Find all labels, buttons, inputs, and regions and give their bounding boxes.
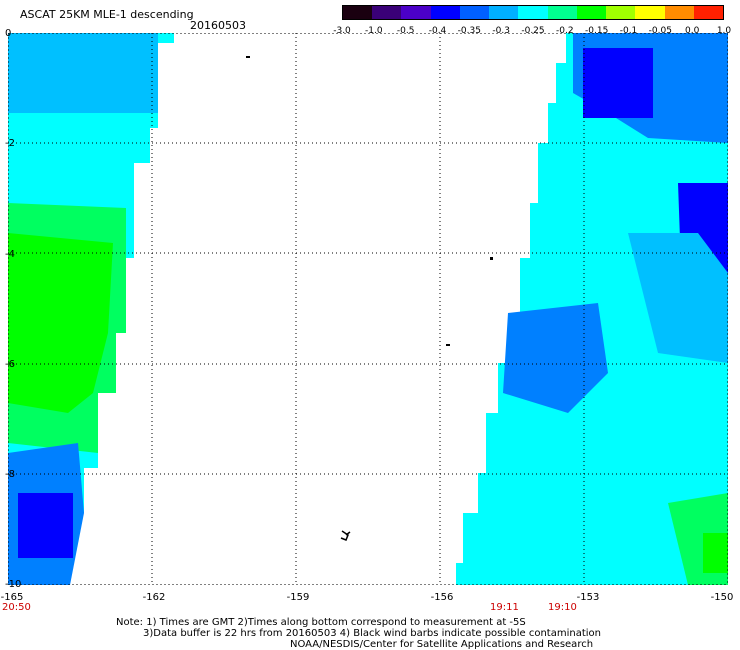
color-scale-segment xyxy=(693,6,724,19)
swath-map xyxy=(8,33,728,585)
lat-tick-2: -4 xyxy=(5,249,15,260)
note-line-2: 3)Data buffer is 22 hrs from 20160503 4)… xyxy=(143,628,601,639)
right-swath-se-core xyxy=(703,533,728,573)
wind-barb-mark xyxy=(490,257,493,260)
color-scale-label: -0.1 xyxy=(619,26,638,36)
color-scale-label: -0.15 xyxy=(585,26,609,36)
lon-tick-0: -165 xyxy=(0,592,24,603)
color-scale-segment xyxy=(343,6,373,19)
color-scale-segment xyxy=(372,6,402,19)
color-scale-label: -0.2 xyxy=(556,26,574,36)
color-scale-label: -0.4 xyxy=(428,26,447,36)
color-scale-label: -0.05 xyxy=(648,26,672,36)
color-scale-segment xyxy=(606,6,636,19)
right-swath-east-patch xyxy=(628,233,728,363)
pass-time-left: 20:50 xyxy=(2,602,31,613)
color-scale-label: -0.3 xyxy=(492,26,510,36)
lat-tick-3: -6 xyxy=(5,359,15,370)
color-scale-segment xyxy=(576,6,607,19)
note-line-1: Note: 1) Times are GMT 2)Times along bot… xyxy=(116,617,526,628)
color-scale-segment xyxy=(635,6,665,19)
lat-tick-4: -8 xyxy=(5,469,15,480)
note-line-3: NOAA/NESDIS/Center for Satellite Applica… xyxy=(290,639,594,650)
color-scale-segment xyxy=(430,6,460,19)
left-swath-top-patch xyxy=(8,33,158,113)
lon-tick-2: -159 xyxy=(286,592,310,603)
color-scale-label: -1.0 xyxy=(365,26,383,36)
color-scale-label: -0.25 xyxy=(521,26,545,36)
color-scale-label: -3.0 xyxy=(333,26,351,36)
wind-barb-icon xyxy=(340,530,351,541)
lon-tick-3: -156 xyxy=(430,592,454,603)
color-scale-labels: -3.0 -1.0 -0.5 -0.4 -0.35 -0.3 -0.25 -0.2 -0.15-… xyxy=(333,26,731,38)
color-scale-segment xyxy=(547,6,577,19)
map-title: ASCAT 25KM MLE-1 descending xyxy=(20,8,194,21)
lon-tick-1: -162 xyxy=(142,592,166,603)
color-scale-label: -0.35 xyxy=(457,26,481,36)
left-swath-blue-core xyxy=(18,493,73,558)
color-scale-label: 1.0 xyxy=(716,26,732,36)
color-scale-label: -0.5 xyxy=(396,26,415,36)
map-date: 20160503 xyxy=(190,19,246,32)
color-scale-segment xyxy=(664,6,694,19)
lon-tick-4: -153 xyxy=(576,592,600,603)
color-scale-label: 0.0 xyxy=(684,26,700,36)
color-scale-bar xyxy=(342,5,724,20)
color-scale-segment xyxy=(518,6,548,19)
wind-barb-mark xyxy=(246,56,250,58)
wind-barb-mark xyxy=(446,344,450,346)
color-scale-segment xyxy=(401,6,431,19)
right-swath-mid-patch xyxy=(503,303,608,413)
pass-time-right: 19:10 xyxy=(548,602,577,613)
lon-tick-5: -150 xyxy=(710,592,734,603)
pass-time-mid: 19:11 xyxy=(490,602,519,613)
color-scale-segment xyxy=(459,6,490,19)
lat-tick-5: -10 xyxy=(5,579,22,590)
lat-tick-0: 0 xyxy=(5,28,12,39)
lat-tick-1: -2 xyxy=(5,138,15,149)
color-scale-segment xyxy=(489,6,519,19)
right-swath-top-core xyxy=(583,48,653,118)
left-swath-bright-band xyxy=(8,233,113,413)
